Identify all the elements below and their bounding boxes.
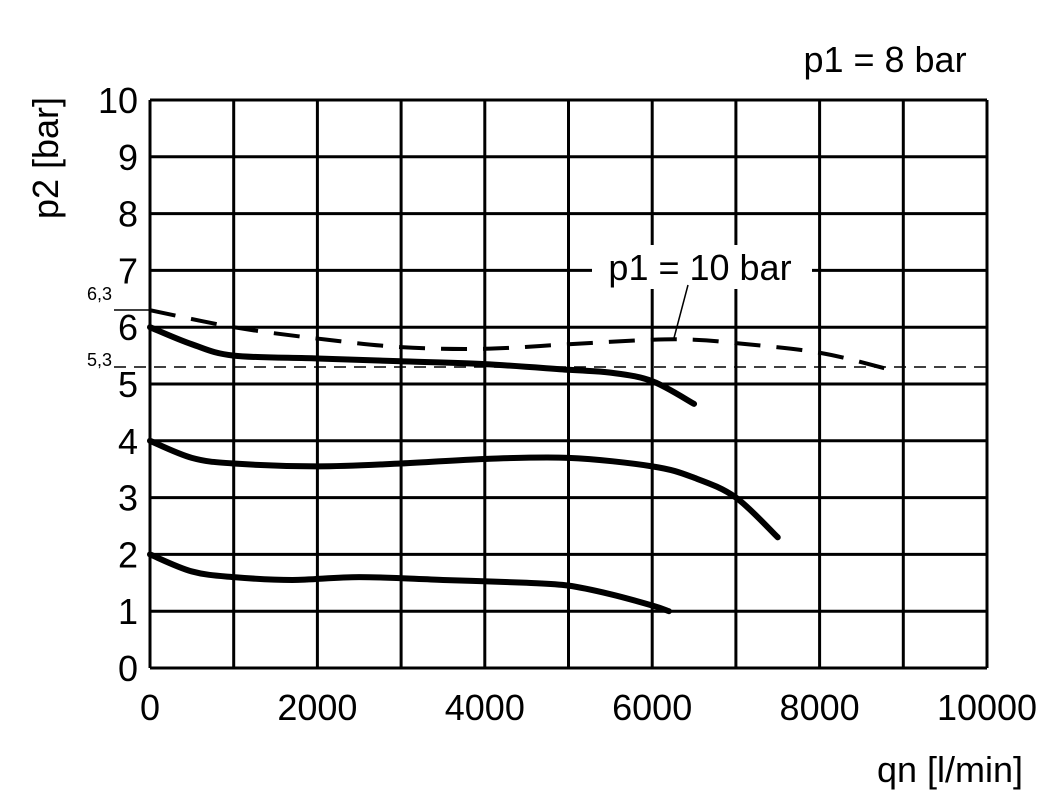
x-tick-label: 4000	[445, 687, 525, 728]
y-tick-label: 5	[118, 364, 138, 405]
x-tick-label: 0	[140, 687, 160, 728]
x-tick-label: 10000	[937, 687, 1037, 728]
annotation-background	[592, 245, 812, 289]
y-axis-label: p2 [bar]	[25, 97, 66, 219]
y-tick-label: 8	[118, 194, 138, 235]
y-tick-label: 2	[118, 534, 138, 575]
chart-title: p1 = 8 bar	[803, 39, 966, 80]
y-tick-label: 4	[118, 421, 138, 462]
series-line-0	[149, 308, 892, 372]
tick-labels: 0 2000 4000 6000 8000 10000 0 1 2 3 4 5 6 7 8 9 10	[98, 80, 1037, 728]
y-tick-label: 7	[118, 250, 138, 291]
x-tick-label: 2000	[277, 687, 357, 728]
series-line-1	[147, 324, 698, 407]
y-tick-label: 9	[118, 137, 138, 178]
y-tick-label: 10	[98, 80, 138, 121]
y-tick-label: 0	[118, 648, 138, 689]
series-group	[147, 308, 892, 615]
x-tick-label: 6000	[612, 687, 692, 728]
grid	[114, 98, 989, 670]
series-line-3	[147, 551, 672, 615]
series-line-2	[147, 437, 781, 541]
annotation-p1-10-bar: p1 = 10 bar	[608, 247, 791, 288]
x-axis-label: qn [l/min]	[877, 749, 1023, 790]
y-tick-label: 3	[118, 478, 138, 519]
annotation-leader-line	[673, 284, 689, 339]
x-tick-label: 8000	[780, 687, 860, 728]
annotation-6-3: 6,3	[87, 284, 112, 304]
y-tick-label: 6	[118, 307, 138, 348]
y-tick-label: 1	[118, 591, 138, 632]
reference-line-label: 5,3	[87, 350, 112, 370]
